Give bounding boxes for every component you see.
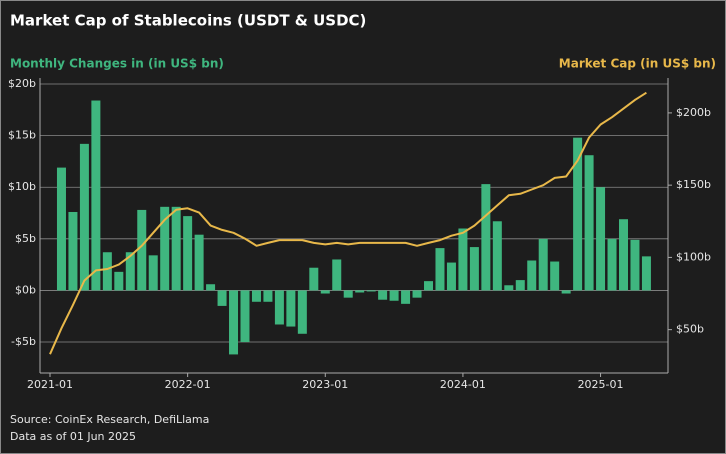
line bbox=[49, 91, 647, 355]
bar bbox=[91, 100, 101, 291]
bar bbox=[527, 260, 537, 291]
y-tick-label: $15b bbox=[8, 129, 36, 142]
note: Data as of 01 Jun 2025 bbox=[10, 430, 136, 443]
bar bbox=[137, 209, 147, 291]
bar bbox=[171, 206, 181, 291]
bar bbox=[504, 285, 514, 291]
y-tick-label: $5b bbox=[15, 232, 36, 245]
bar bbox=[217, 290, 227, 306]
chart-title: Market Cap of Stablecoins (USDT & USDC) bbox=[10, 12, 366, 30]
bar bbox=[550, 261, 560, 291]
bar bbox=[481, 184, 491, 291]
y2-tick-label: $200b bbox=[676, 106, 711, 119]
bar bbox=[424, 281, 434, 291]
bar bbox=[435, 248, 445, 291]
x-tick-label: 2021-01 bbox=[27, 378, 73, 391]
x-tick-label: 2025-01 bbox=[578, 378, 624, 391]
bar bbox=[492, 221, 502, 291]
bar bbox=[573, 137, 583, 291]
bar bbox=[458, 228, 468, 291]
y-tick-label: $10b bbox=[8, 180, 36, 193]
y2-axis-title: Market Cap (in US$ bn) bbox=[559, 57, 716, 71]
bar bbox=[412, 290, 422, 298]
y2-tick-label: $150b bbox=[676, 178, 711, 191]
bar bbox=[309, 267, 319, 291]
bar bbox=[596, 187, 606, 291]
y-tick-label: $0b bbox=[15, 283, 36, 296]
bar bbox=[286, 290, 296, 327]
bar bbox=[79, 143, 89, 291]
bar bbox=[274, 290, 284, 325]
bar bbox=[320, 290, 330, 294]
bar bbox=[401, 290, 411, 304]
bar bbox=[469, 247, 479, 291]
bar bbox=[607, 238, 617, 291]
y-axis-title: Monthly Changes in (in US$ bn) bbox=[10, 57, 224, 71]
y2-tick-label: $100b bbox=[676, 250, 711, 263]
bar bbox=[160, 206, 170, 291]
bar bbox=[641, 256, 651, 291]
bar bbox=[206, 284, 216, 291]
bar bbox=[378, 290, 388, 300]
bar bbox=[584, 155, 594, 291]
bar bbox=[619, 219, 628, 291]
bar bbox=[366, 290, 376, 292]
bar bbox=[240, 290, 250, 343]
bar bbox=[229, 290, 239, 355]
bar bbox=[630, 239, 640, 291]
bar bbox=[56, 167, 66, 291]
source: Source: CoinEx Research, DefiLlama bbox=[10, 413, 209, 426]
x-tick-label: 2022-01 bbox=[165, 378, 211, 391]
bar bbox=[389, 290, 399, 301]
bar bbox=[263, 290, 273, 302]
x-tick-label: 2024-01 bbox=[440, 378, 486, 391]
y-tick-label: -$5b bbox=[11, 335, 36, 348]
y2-tick-label: $50b bbox=[676, 323, 704, 336]
bar bbox=[561, 290, 571, 294]
bar bbox=[343, 290, 353, 298]
bar bbox=[446, 262, 456, 291]
bar bbox=[102, 252, 112, 291]
bar bbox=[251, 290, 261, 302]
bar bbox=[68, 211, 78, 291]
bar bbox=[515, 280, 525, 291]
bar bbox=[194, 234, 204, 291]
bar bbox=[355, 290, 365, 293]
bar bbox=[148, 255, 158, 291]
bar bbox=[125, 252, 135, 291]
bar bbox=[297, 290, 307, 334]
bar bbox=[183, 216, 193, 291]
bar bbox=[332, 259, 342, 291]
y-tick-label: $20b bbox=[8, 77, 36, 90]
bar bbox=[114, 271, 124, 291]
x-tick-label: 2023-01 bbox=[302, 378, 348, 391]
bar bbox=[538, 238, 548, 291]
